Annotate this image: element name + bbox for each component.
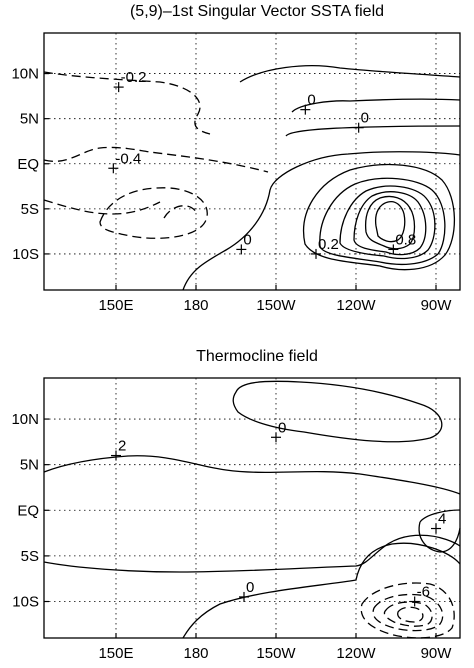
contour-label: -0.2 <box>121 69 147 86</box>
x-tick-labels: 150E 180 150W 120W 90W <box>98 297 452 314</box>
y-tick-label: 10N <box>11 411 39 428</box>
label-marker <box>239 591 249 602</box>
y-tick-label: 10S <box>12 246 39 263</box>
contour-label: 0 <box>246 579 254 596</box>
contour-label: 0.2 <box>318 236 339 253</box>
thermocline-panel: Thermocline field 0 2 4 0 -6 150E 180 150W 120W… <box>11 348 461 662</box>
x-tick-label: 180 <box>183 297 208 314</box>
contour-line <box>339 185 436 260</box>
label-marker <box>353 122 364 133</box>
ssta-panel: (5,9)–1st Singular Vector SSTA field -0.… <box>11 3 461 314</box>
label-marker <box>300 104 311 115</box>
y-tick-label: EQ <box>17 156 39 173</box>
contour-line <box>43 534 461 573</box>
contour-label: 0.8 <box>395 231 416 248</box>
plot-frame <box>43 32 461 291</box>
contour-line <box>43 146 269 173</box>
contour-line <box>419 509 461 523</box>
y-tick-label: 5S <box>21 548 39 565</box>
contour-lines <box>43 380 461 639</box>
contour-labels: 0 2 4 0 -6 <box>118 419 446 600</box>
contour-label: -6 <box>417 584 430 601</box>
label-markers <box>108 82 399 259</box>
contour-line <box>319 177 446 266</box>
label-marker <box>113 82 124 93</box>
contour-line <box>182 542 461 639</box>
plot-frame <box>43 377 461 639</box>
contour-line <box>383 601 433 627</box>
contour-line <box>232 380 443 443</box>
contour-label: 0 <box>243 231 251 248</box>
panel-title: (5,9)–1st Singular Vector SSTA field <box>130 3 384 20</box>
contour-line <box>182 151 461 291</box>
x-tick-label: 120W <box>336 297 376 314</box>
contour-line <box>43 199 161 215</box>
y-tick-labels: 10N 5N EQ 5S 10S <box>11 411 39 610</box>
x-tick-label: 90W <box>421 297 453 314</box>
y-tick-label: 10N <box>11 66 39 83</box>
contour-line <box>364 195 416 250</box>
label-marker <box>108 163 119 174</box>
y-tick-labels: 10N 5N EQ 5S 10S <box>11 66 39 263</box>
label-markers <box>111 432 441 607</box>
contour-line <box>99 187 208 239</box>
contour-label: 0 <box>278 419 286 436</box>
label-marker <box>431 523 441 534</box>
y-tick-label: 5N <box>20 457 39 474</box>
contour-line <box>291 98 461 113</box>
x-tick-label: 120W <box>336 645 376 662</box>
panel-title: Thermocline field <box>196 348 318 365</box>
label-marker <box>111 450 121 461</box>
contour-label: 0 <box>361 110 369 127</box>
contour-line <box>43 71 211 135</box>
contour-line <box>163 205 197 219</box>
grid-lines <box>44 33 460 290</box>
y-tick-label: EQ <box>17 502 39 519</box>
y-tick-label: 10S <box>12 594 39 611</box>
contour-line <box>360 582 455 639</box>
contour-labels: -0.2 0 0 -0.4 0 0.2 0.8 <box>115 69 416 253</box>
contour-line <box>43 455 461 495</box>
label-marker <box>236 244 247 255</box>
x-tick-label: 150W <box>256 645 296 662</box>
x-tick-label: 150W <box>256 297 296 314</box>
contour-line <box>372 593 444 632</box>
x-tick-labels: 150E 180 150W 120W 90W <box>98 645 452 662</box>
label-marker <box>388 244 399 255</box>
label-marker <box>271 432 281 443</box>
contour-lines <box>43 65 461 291</box>
contour-line <box>239 65 461 83</box>
contour-line <box>353 191 427 256</box>
label-marker <box>409 596 420 607</box>
y-tick-label: 5N <box>20 111 39 128</box>
x-tick-label: 150E <box>98 297 133 314</box>
x-tick-label: 150E <box>98 645 133 662</box>
contour-label: 2 <box>118 438 126 455</box>
x-tick-label: 180 <box>183 645 208 662</box>
contour-line <box>397 606 424 623</box>
contour-label: 0 <box>307 92 315 109</box>
contour-label: 4 <box>438 511 446 528</box>
contour-line <box>285 125 461 137</box>
x-tick-label: 90W <box>421 645 453 662</box>
contour-label: -0.4 <box>115 150 141 167</box>
grid-lines <box>44 378 460 638</box>
contour-line <box>374 200 406 243</box>
label-marker <box>311 248 321 259</box>
contour-line <box>418 521 461 553</box>
y-tick-label: 5S <box>21 201 39 218</box>
contour-line <box>303 163 456 271</box>
